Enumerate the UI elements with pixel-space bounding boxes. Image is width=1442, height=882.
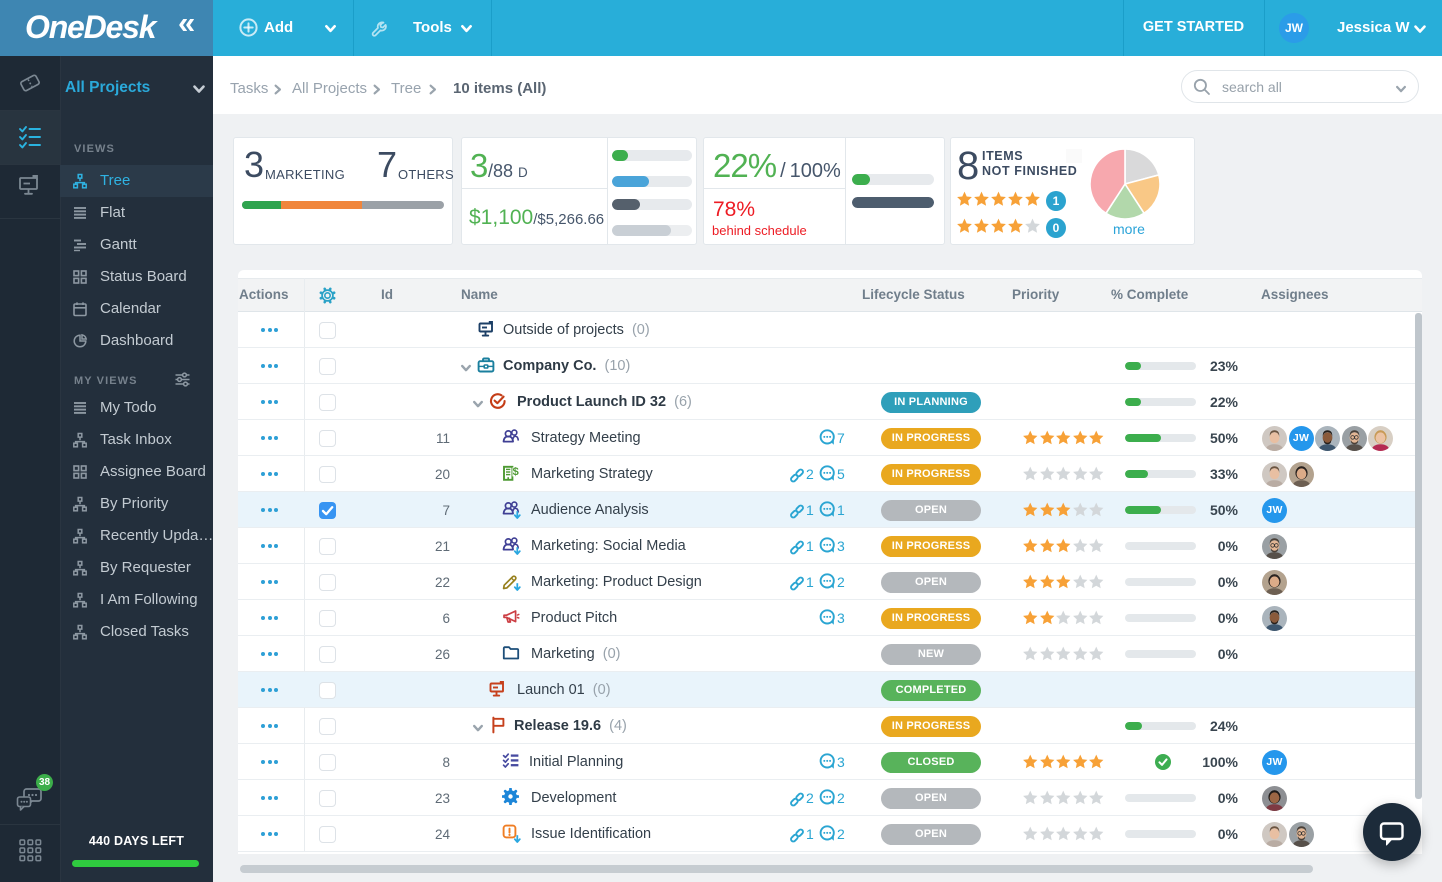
- svg-text:$: $: [513, 466, 519, 478]
